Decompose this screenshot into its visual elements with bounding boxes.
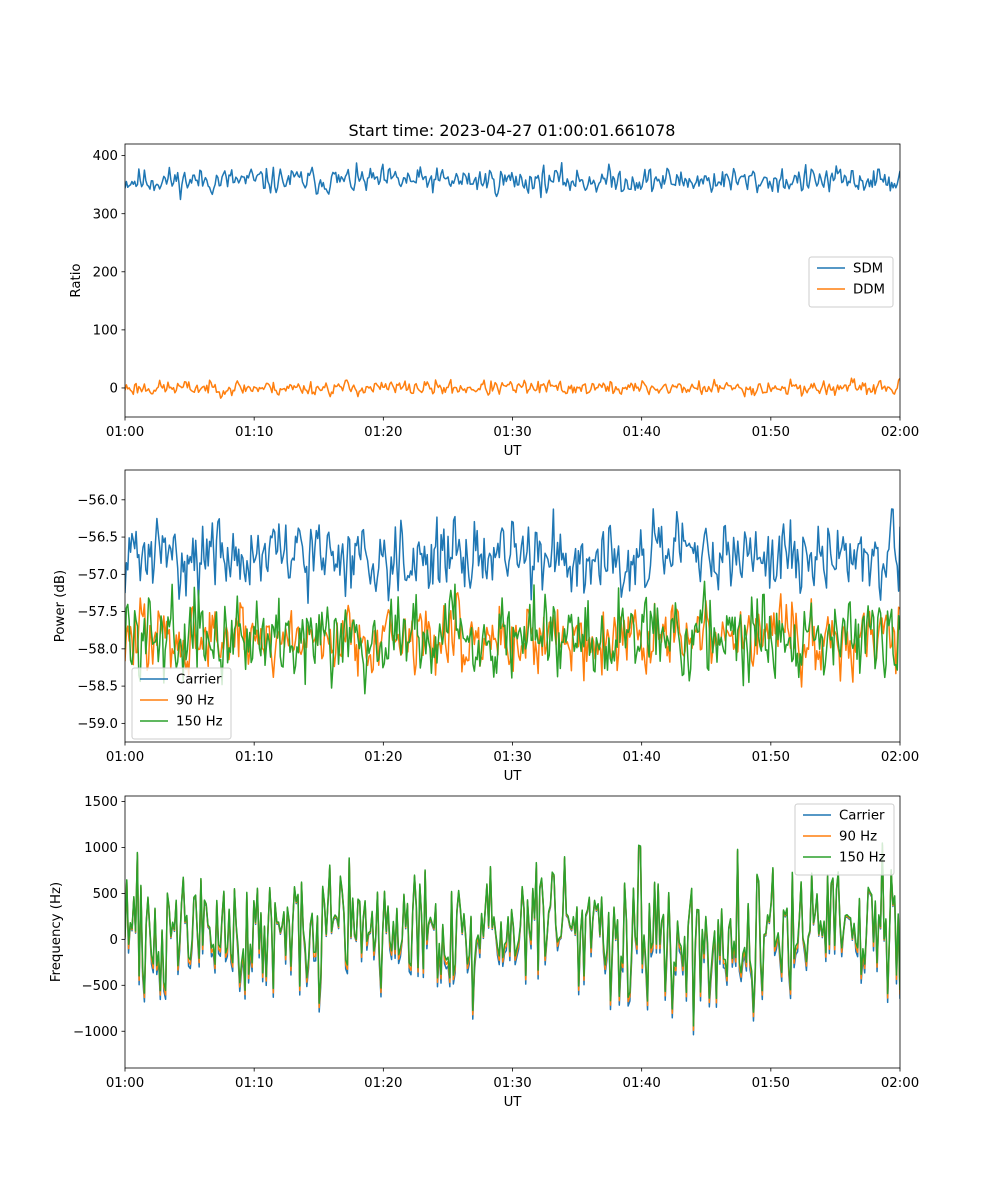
y-tick-label: 300 — [93, 207, 118, 222]
x-tick-label: 01:40 — [623, 425, 661, 440]
y-tick-label: −56.0 — [77, 493, 118, 508]
y-tick-label: 200 — [93, 265, 118, 280]
frequency-panel: 01:00 01:10 01:20 01:30 01:40 01:50 02:00 −1000… — [49, 795, 919, 1110]
y-tick-label: 1000 — [84, 841, 118, 856]
plot-frame — [124, 795, 901, 1069]
x-tick-label: 02:00 — [881, 750, 919, 765]
x-tick-label: 01:30 — [493, 425, 531, 440]
x-tick-label: 02:00 — [881, 425, 919, 440]
series-line-carrier — [125, 508, 900, 605]
x-tick-label: 01:10 — [235, 750, 273, 765]
x-axis-label: UT — [504, 444, 523, 459]
y-tick-label: 400 — [93, 149, 118, 164]
x-axis-label: UT — [504, 1095, 523, 1110]
x-tick-label: 01:00 — [106, 425, 144, 440]
y-axis-label: Frequency (Hz) — [49, 882, 64, 982]
x-tick-label: 01:30 — [493, 1076, 531, 1091]
series-line-sdm — [125, 162, 900, 201]
series-line-ddm — [125, 377, 900, 399]
legend-entry: 90 Hz — [839, 830, 877, 845]
x-tick-label: 01:10 — [235, 425, 273, 440]
y-tick-label: −58.5 — [77, 680, 118, 695]
x-axis-label: UT — [504, 769, 523, 784]
y-tick-label: −58.0 — [77, 642, 118, 657]
legend-entry: 90 Hz — [176, 694, 214, 709]
y-tick-label: 500 — [93, 887, 118, 902]
series-line-150-hz — [125, 580, 900, 695]
x-tick-label: 01:00 — [106, 750, 144, 765]
legend-entry: 150 Hz — [176, 715, 223, 730]
legend-box — [808, 256, 894, 308]
x-tick-label: 01:00 — [106, 1076, 144, 1091]
y-tick-label: −57.5 — [77, 605, 118, 620]
legend: Carrier 90 Hz 150 Hz — [131, 667, 232, 740]
series-line-90-hz — [125, 843, 900, 1032]
x-tick-label: 01:50 — [752, 750, 790, 765]
x-tick-label: 01:20 — [364, 425, 402, 440]
y-tick-label: −500 — [81, 979, 118, 994]
y-tick-label: 0 — [110, 382, 118, 397]
x-tick-label: 01:20 — [364, 1076, 402, 1091]
y-tick-label: −1000 — [73, 1025, 118, 1040]
x-tick-label: 01:10 — [235, 1076, 273, 1091]
legend: Carrier 90 Hz 150 Hz — [794, 803, 895, 876]
x-tick-label: 01:40 — [623, 1076, 661, 1091]
y-axis-label: Power (dB) — [53, 570, 68, 642]
figure-title: Start time: 2023-04-27 01:00:01.661078 — [349, 121, 676, 140]
legend-entry: Carrier — [839, 809, 885, 824]
x-tick-label: 02:00 — [881, 1076, 919, 1091]
y-tick-label: 100 — [93, 323, 118, 338]
x-tick-label: 01:30 — [493, 750, 531, 765]
x-tick-label: 01:40 — [623, 750, 661, 765]
y-tick-label: 1500 — [84, 795, 118, 810]
x-tick-label: 01:50 — [752, 425, 790, 440]
y-tick-label: 0 — [110, 933, 118, 948]
ratio-panel: 01:00 01:10 01:20 01:30 01:40 01:50 02:00 0 100 2… — [69, 143, 919, 459]
legend-entry: SDM — [853, 262, 883, 277]
legend-entry: DDM — [853, 283, 885, 298]
y-tick-label: −57.0 — [77, 568, 118, 583]
legend-entry: 150 Hz — [839, 851, 886, 866]
y-tick-label: −59.0 — [77, 717, 118, 732]
power-panel: 01:00 01:10 01:20 01:30 01:40 01:50 02:00 −56.0… — [53, 469, 919, 784]
y-tick-label: −56.5 — [77, 531, 118, 546]
x-tick-label: 01:50 — [752, 1076, 790, 1091]
series-line-150-hz — [125, 842, 900, 1027]
y-axis-label: Ratio — [69, 263, 84, 297]
series-line-carrier — [125, 844, 900, 1036]
x-tick-label: 01:20 — [364, 750, 402, 765]
legend: SDM DDM — [808, 256, 894, 308]
legend-entry: Carrier — [176, 673, 222, 688]
